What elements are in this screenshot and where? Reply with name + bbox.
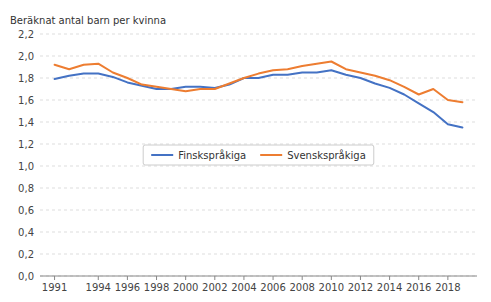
x-tick-label: 1996 — [115, 282, 140, 293]
x-tick-label: 2008 — [289, 282, 314, 293]
legend: Finskspråkiga Svenskspråkiga — [143, 145, 374, 165]
y-tick-label: 0,2 — [18, 249, 34, 260]
x-tick-label: 2004 — [231, 282, 256, 293]
x-tick — [418, 276, 419, 280]
x-tick — [389, 276, 390, 280]
y-axis: 0,0 0,2 0,4 0,6 0,8 1,0 1,2 1,4 1,6 1,8 2,0 2,2 — [18, 29, 477, 282]
grid-line — [40, 254, 477, 255]
x-tick — [302, 276, 303, 280]
x-tick-label: 1991 — [42, 282, 67, 293]
grid-line — [40, 232, 477, 233]
legend-box — [143, 145, 374, 165]
series-line — [55, 70, 463, 127]
y-tick-label: 1,6 — [18, 95, 34, 106]
x-tick — [127, 276, 128, 280]
y-tick-label: 1,8 — [18, 73, 34, 84]
grid-line — [40, 56, 477, 57]
x-tick-label: 1994 — [86, 282, 111, 293]
x-tick — [98, 276, 99, 280]
x-tick — [185, 276, 186, 280]
y-tick-label: 2,2 — [18, 29, 34, 40]
x-tick-label: 2000 — [173, 282, 198, 293]
background — [0, 0, 491, 302]
grid-line — [40, 188, 477, 189]
y-tick-label: 1,4 — [18, 117, 34, 128]
x-tick-label: 1998 — [144, 282, 169, 293]
x-axis-line — [40, 276, 477, 277]
x-tick — [331, 276, 332, 280]
grid-line — [40, 210, 477, 211]
plot-area — [55, 62, 463, 128]
y-tick-label: 1,0 — [18, 161, 34, 172]
x-tick-label: 2012 — [348, 282, 373, 293]
x-axis: 1991 1994 1996 1998 2000 2002 2004 2006 2008 2010… — [40, 276, 477, 293]
x-tick-label: 2018 — [435, 282, 460, 293]
grid-line — [40, 276, 477, 277]
legend-swatch — [260, 154, 282, 156]
y-tick-label: 1,2 — [18, 139, 34, 150]
y-tick-label: 0,4 — [18, 227, 34, 238]
x-tick-label: 2014 — [377, 282, 402, 293]
x-tick — [54, 276, 55, 280]
chart: 0,0 0,2 0,4 0,6 0,8 1,0 1,2 1,4 1,6 1,8 2,0 2,2 Berä… — [0, 0, 491, 302]
grid-line — [40, 144, 477, 145]
y-tick-label: 0,6 — [18, 205, 34, 216]
x-tick-label: 2016 — [406, 282, 431, 293]
x-tick — [447, 276, 448, 280]
grid-line — [40, 166, 477, 167]
y-tick-label: 2,0 — [18, 51, 34, 62]
legend-label: Svenskspråkiga — [287, 149, 366, 161]
y-tick-label: 0,8 — [18, 183, 34, 194]
grid-line — [40, 122, 477, 123]
x-tick — [214, 276, 215, 280]
x-tick — [243, 276, 244, 280]
x-tick — [360, 276, 361, 280]
x-tick — [156, 276, 157, 280]
legend-label: Finskspråkiga — [178, 149, 246, 161]
x-tick-label: 2010 — [319, 282, 344, 293]
legend-swatch — [151, 154, 173, 156]
grid-line — [40, 34, 477, 35]
x-tick-label: 2006 — [260, 282, 285, 293]
y-axis-label: Beräknat antal barn per kvinna — [10, 15, 166, 26]
x-tick-label: 2002 — [202, 282, 227, 293]
y-tick-label: 0,0 — [18, 271, 34, 282]
x-tick — [273, 276, 274, 280]
series-line — [55, 62, 463, 103]
